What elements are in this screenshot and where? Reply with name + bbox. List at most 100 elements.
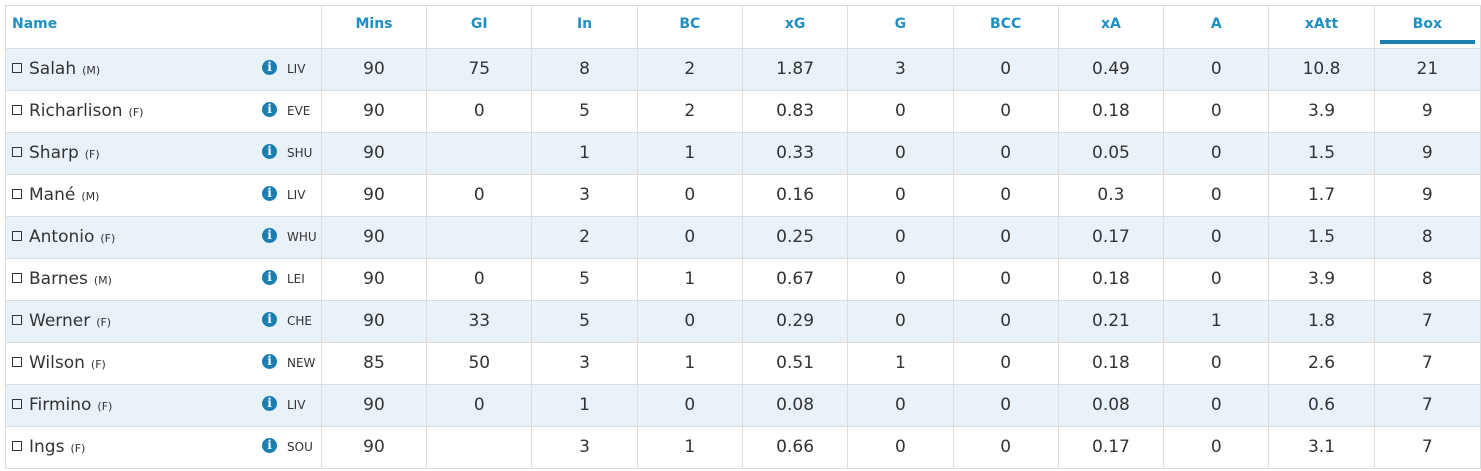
stat-cell-gi (426, 426, 533, 469)
info-icon[interactable]: i (262, 185, 277, 201)
team-code: LIV (287, 397, 306, 412)
info-icon[interactable]: i (262, 269, 277, 285)
select-player-checkbox[interactable] (12, 146, 22, 157)
stat-cell-gi: 0 (426, 258, 533, 301)
stat-cell-gi: 75 (426, 48, 533, 91)
info-icon[interactable]: i (262, 311, 277, 327)
select-player-checkbox[interactable] (12, 230, 22, 241)
table-row: Wilson (F) i NEW 85 50 3 1 0.51 1 0 0.18 0 2.6 7 (5, 342, 1481, 385)
column-header-mins[interactable]: Mins (321, 6, 428, 49)
team-code: CHE (287, 313, 312, 328)
stat-cell-bc: 2 (637, 48, 743, 91)
info-icon[interactable]: i (262, 101, 277, 117)
stat-cell-bcc: 0 (953, 258, 1059, 301)
select-player-checkbox[interactable] (12, 188, 22, 199)
stat-cell-bc: 1 (637, 342, 743, 385)
player-name[interactable]: Werner (29, 311, 91, 331)
column-header-gi[interactable]: GI (426, 6, 533, 49)
stat-cell-xa: 0.17 (1058, 216, 1165, 259)
player-name-cell: Barnes (M) i LEI (5, 258, 322, 301)
stat-cell-g: 0 (847, 132, 954, 175)
team-code: SHU (287, 145, 313, 160)
stat-cell-in: 2 (531, 216, 638, 259)
stat-cell-mins: 90 (321, 426, 428, 469)
select-player-checkbox[interactable] (12, 314, 22, 325)
column-header-xa[interactable]: xA (1058, 6, 1165, 49)
stat-cell-xg: 0.51 (742, 342, 849, 385)
info-icon[interactable]: i (262, 59, 277, 75)
info-icon[interactable]: i (262, 395, 277, 411)
stat-cell-mins: 90 (321, 132, 428, 175)
stat-cell-mins: 90 (321, 384, 428, 427)
stat-cell-xatt: 1.5 (1268, 216, 1375, 259)
select-player-checkbox[interactable] (12, 356, 22, 367)
select-player-checkbox[interactable] (12, 398, 22, 409)
stat-cell-g: 0 (847, 216, 954, 259)
stat-cell-xg: 0.08 (742, 384, 849, 427)
stat-cell-mins: 85 (321, 342, 428, 385)
column-header-g[interactable]: G (847, 6, 954, 49)
player-name[interactable]: Mané (29, 185, 76, 205)
stat-cell-g: 0 (847, 258, 954, 301)
stat-cell-xatt: 1.5 (1268, 132, 1375, 175)
stat-cell-xatt: 1.8 (1268, 300, 1375, 343)
stat-cell-xg: 0.29 (742, 300, 849, 343)
column-header-name[interactable]: Name (5, 6, 322, 49)
stat-cell-bcc: 0 (953, 132, 1059, 175)
player-name[interactable]: Ings (29, 437, 65, 457)
player-name-cell: Ings (F) i SOU (5, 426, 322, 469)
info-icon[interactable]: i (262, 143, 277, 159)
select-player-checkbox[interactable] (12, 62, 22, 73)
player-name[interactable]: Sharp (29, 143, 79, 163)
player-position: (F) (84, 148, 100, 161)
player-name[interactable]: Firmino (29, 395, 92, 415)
select-player-checkbox[interactable] (12, 104, 22, 115)
column-header-bcc[interactable]: BCC (953, 6, 1059, 49)
stat-cell-box: 7 (1374, 384, 1481, 427)
player-position: (F) (70, 442, 86, 455)
stat-cell-xa: 0.17 (1058, 426, 1165, 469)
player-stats-table-container: Name Mins GI In BC xG G BCC xA A xAtt Bo… (5, 5, 1481, 469)
stat-cell-xg: 0.16 (742, 174, 849, 217)
stat-cell-box: 7 (1374, 426, 1481, 469)
stat-cell-in: 5 (531, 258, 638, 301)
stat-cell-g: 0 (847, 384, 954, 427)
column-header-xg[interactable]: xG (742, 6, 849, 49)
stat-cell-bcc: 0 (953, 90, 1059, 133)
table-row: Ings (F) i SOU 90 3 1 0.66 0 0 0.17 0 3.1 7 (5, 426, 1481, 469)
stat-cell-box: 9 (1374, 174, 1481, 217)
stat-cell-box: 9 (1374, 132, 1481, 175)
table-row: Mané (M) i LIV 90 0 3 0 0.16 0 0 0.3 0 1.7 9 (5, 174, 1481, 217)
stat-cell-a: 0 (1163, 174, 1270, 217)
column-header-bc[interactable]: BC (637, 6, 743, 49)
select-player-checkbox[interactable] (12, 440, 22, 451)
player-name[interactable]: Salah (29, 59, 77, 79)
column-header-a[interactable]: A (1163, 6, 1270, 49)
column-header-xatt[interactable]: xAtt (1268, 6, 1375, 49)
player-name[interactable]: Wilson (29, 353, 85, 373)
player-name[interactable]: Barnes (29, 269, 88, 289)
stat-cell-xg: 0.33 (742, 132, 849, 175)
stat-cell-xa: 0.18 (1058, 90, 1165, 133)
info-icon[interactable]: i (262, 227, 277, 243)
player-name[interactable]: Richarlison (29, 101, 123, 121)
stat-cell-gi: 33 (426, 300, 533, 343)
stat-cell-mins: 90 (321, 258, 428, 301)
table-row: Salah (M) i LIV 90 75 8 2 1.87 3 0 0.49 0 10.8 21 (5, 48, 1481, 91)
stat-cell-g: 3 (847, 48, 954, 91)
player-position: (M) (81, 190, 100, 203)
info-icon[interactable]: i (262, 437, 277, 453)
team-code: LEI (287, 271, 305, 286)
stat-cell-g: 1 (847, 342, 954, 385)
stat-cell-xa: 0.18 (1058, 342, 1165, 385)
column-header-in[interactable]: In (531, 6, 638, 49)
stat-cell-bcc: 0 (953, 216, 1059, 259)
stat-cell-in: 5 (531, 300, 638, 343)
stat-cell-xatt: 3.9 (1268, 258, 1375, 301)
info-icon[interactable]: i (262, 353, 277, 369)
column-header-box[interactable]: Box (1374, 6, 1481, 49)
player-position: (M) (82, 64, 101, 77)
select-player-checkbox[interactable] (12, 272, 22, 283)
stat-cell-xg: 1.87 (742, 48, 849, 91)
player-name[interactable]: Antonio (29, 227, 95, 247)
